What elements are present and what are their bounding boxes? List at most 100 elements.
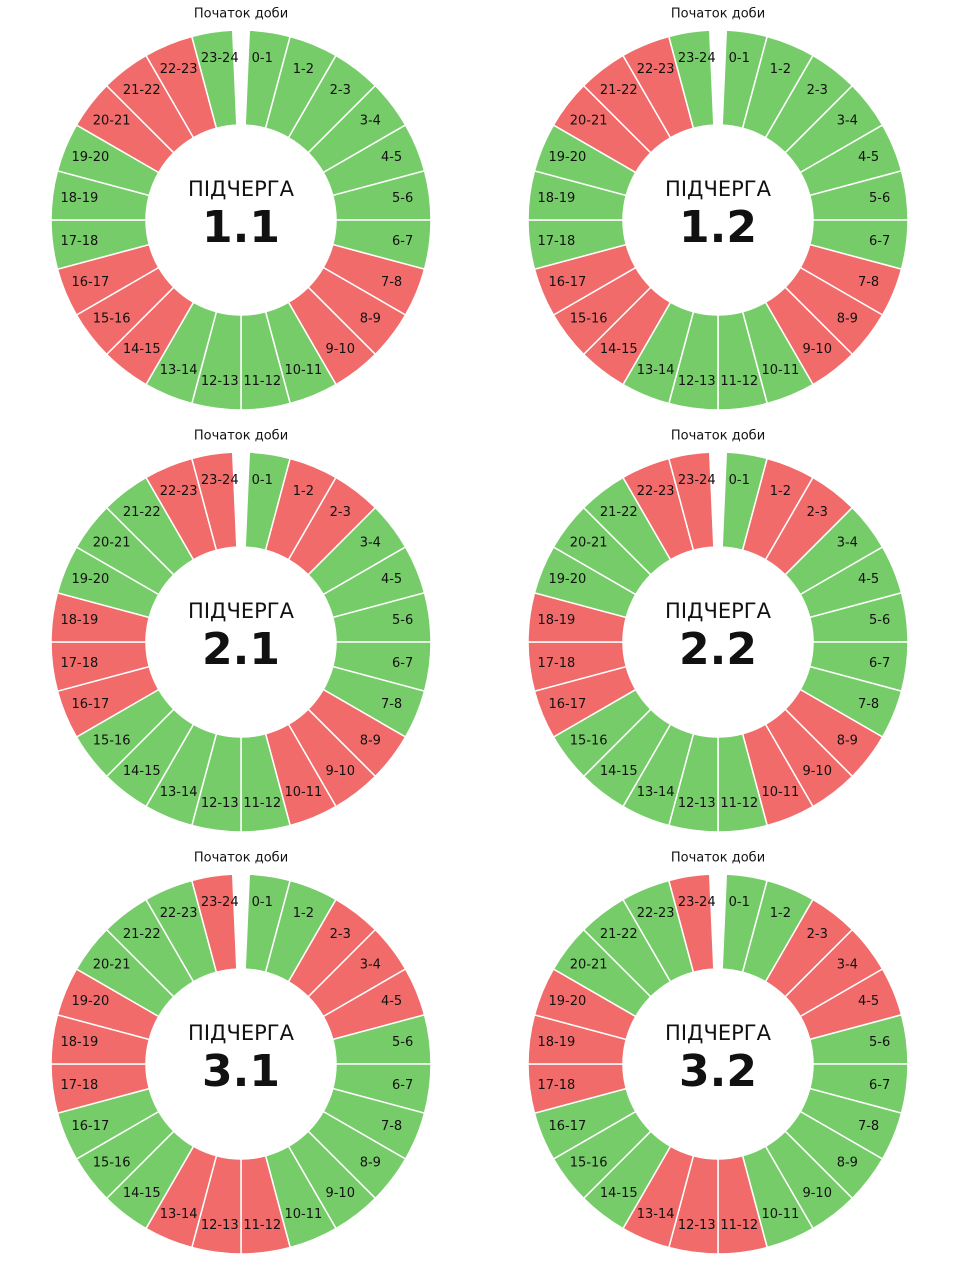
hour-label: 20-21 [570, 957, 608, 972]
hour-label: 13-14 [637, 363, 675, 378]
hour-label: 4-5 [858, 572, 879, 587]
hour-label: 2-3 [807, 927, 828, 942]
queue-number: 1.2 [679, 202, 757, 253]
hour-label: 17-18 [538, 1078, 576, 1093]
hour-label: 14-15 [600, 764, 638, 779]
hour-label: 14-15 [123, 764, 161, 779]
hour-label: 15-16 [93, 312, 131, 327]
hour-label: 2-3 [807, 83, 828, 98]
hour-label: 16-17 [549, 275, 587, 290]
hour-label: 11-12 [243, 1218, 281, 1233]
hour-label: 4-5 [858, 150, 879, 165]
donut-chart: 0-1 1-2 2-3 3-4 4-5 5-6 6-7 7-8 8-9 9-1010-1111-1… [527, 851, 909, 1255]
hour-label: 7-8 [858, 1119, 879, 1134]
hour-segment [667, 451, 715, 552]
hour-label: 18-19 [61, 191, 99, 206]
hour-segment [190, 451, 238, 552]
hour-label: 12-13 [678, 374, 716, 389]
queue-label: ПІДЧЕРГА [665, 1021, 772, 1045]
hour-label: 23-24 [201, 473, 239, 488]
hour-label: 12-13 [201, 796, 239, 811]
hour-label: 19-20 [549, 150, 587, 165]
hour-label: 1-2 [293, 906, 314, 921]
hour-label: 7-8 [858, 697, 879, 712]
hour-label: 11-12 [243, 796, 281, 811]
hour-label: 20-21 [93, 535, 131, 550]
hour-label: 9-10 [325, 1186, 355, 1201]
hour-label: 17-18 [61, 234, 99, 249]
hour-label: 7-8 [381, 697, 402, 712]
hour-label: 6-7 [392, 656, 413, 671]
hour-label: 10-11 [284, 785, 322, 800]
hour-label: 22-23 [160, 484, 198, 499]
hour-label: 8-9 [360, 312, 381, 327]
hour-label: 1-2 [770, 62, 791, 77]
queue-label: ПІДЧЕРГА [665, 177, 772, 201]
day-start-label: Початок доби [194, 429, 288, 444]
hour-segment [190, 29, 238, 130]
hour-label: 12-13 [678, 796, 716, 811]
hour-label: 10-11 [761, 785, 799, 800]
hour-label: 23-24 [678, 895, 716, 910]
hour-label: 11-12 [720, 374, 758, 389]
hour-label: 9-10 [802, 342, 832, 357]
hour-label: 19-20 [72, 994, 110, 1009]
hour-label: 23-24 [678, 51, 716, 66]
hour-label: 22-23 [637, 906, 675, 921]
hour-label: 0-1 [729, 895, 750, 910]
hour-label: 13-14 [637, 1207, 675, 1222]
hour-label: 15-16 [570, 312, 608, 327]
day-start-label: Початок доби [194, 851, 288, 866]
hour-label: 0-1 [729, 51, 750, 66]
hour-label: 4-5 [381, 150, 402, 165]
hour-label: 17-18 [538, 656, 576, 671]
hour-label: 8-9 [360, 734, 381, 749]
hour-label: 5-6 [869, 1035, 890, 1050]
hour-label: 22-23 [637, 62, 675, 77]
hour-label: 9-10 [325, 764, 355, 779]
hour-label: 18-19 [538, 191, 576, 206]
hour-label: 21-22 [600, 83, 638, 98]
hour-label: 9-10 [325, 342, 355, 357]
queue-number: 3.2 [679, 1046, 757, 1097]
donut-chart: 0-1 1-2 2-3 3-4 4-5 5-6 6-7 7-8 8-9 9-1010-1111-1… [527, 7, 909, 411]
hour-label: 18-19 [538, 1035, 576, 1050]
hour-label: 8-9 [837, 734, 858, 749]
hour-label: 2-3 [330, 505, 351, 520]
hour-label: 16-17 [549, 697, 587, 712]
hour-label: 10-11 [761, 1207, 799, 1222]
hour-label: 7-8 [858, 275, 879, 290]
hour-label: 4-5 [381, 994, 402, 1009]
hour-label: 5-6 [392, 191, 413, 206]
hour-label: 6-7 [869, 234, 890, 249]
hour-label: 21-22 [600, 505, 638, 520]
hour-label: 11-12 [720, 1218, 758, 1233]
hour-label: 5-6 [392, 613, 413, 628]
hour-label: 4-5 [381, 572, 402, 587]
hour-label: 5-6 [392, 1035, 413, 1050]
hour-label: 15-16 [570, 1156, 608, 1171]
hour-label: 8-9 [360, 1156, 381, 1171]
hour-label: 20-21 [93, 113, 131, 128]
day-start-label: Початок доби [671, 851, 765, 866]
hour-label: 2-3 [807, 505, 828, 520]
donut-chart: 0-1 1-2 2-3 3-4 4-5 5-6 6-7 7-8 8-9 9-1010-1111-1… [50, 851, 432, 1255]
hour-label: 8-9 [837, 312, 858, 327]
hour-label: 19-20 [549, 572, 587, 587]
queue-number: 3.1 [202, 1046, 280, 1097]
hour-label: 6-7 [869, 1078, 890, 1093]
hour-label: 16-17 [72, 697, 110, 712]
hour-segment [667, 29, 715, 130]
queue-number: 2.2 [679, 624, 757, 675]
hour-label: 19-20 [549, 994, 587, 1009]
hour-label: 0-1 [729, 473, 750, 488]
queue-label: ПІДЧЕРГА [188, 177, 295, 201]
hour-label: 8-9 [837, 1156, 858, 1171]
hour-label: 18-19 [61, 1035, 99, 1050]
hour-label: 3-4 [360, 957, 381, 972]
hour-label: 1-2 [770, 484, 791, 499]
hour-label: 4-5 [858, 994, 879, 1009]
hour-label: 16-17 [72, 1119, 110, 1134]
hour-label: 12-13 [201, 1218, 239, 1233]
